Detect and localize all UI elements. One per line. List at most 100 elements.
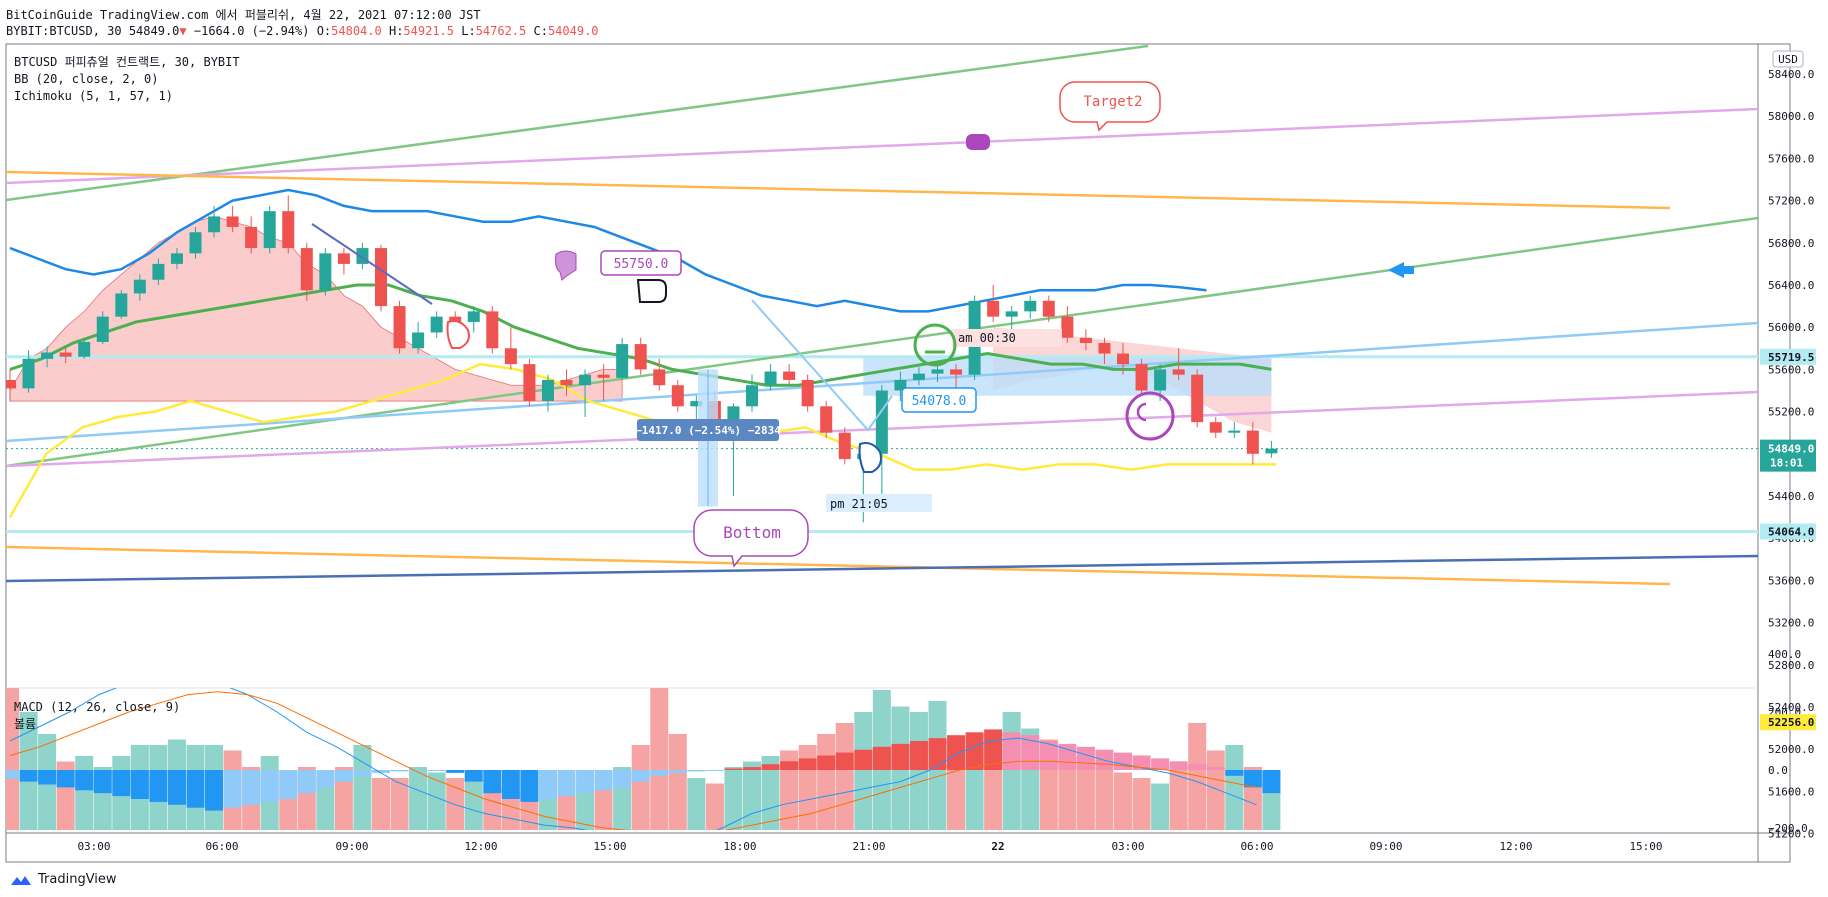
candle-body[interactable]: [449, 316, 462, 322]
candle-body[interactable]: [987, 300, 1000, 317]
candle-body[interactable]: [504, 348, 517, 365]
candle-body[interactable]: [671, 385, 684, 407]
candle-body[interactable]: [115, 293, 128, 317]
candle-body[interactable]: [931, 369, 944, 374]
candle-body[interactable]: [1209, 422, 1222, 433]
candle-body[interactable]: [226, 216, 239, 227]
candle-body[interactable]: [1265, 448, 1278, 454]
legend-volume[interactable]: 볼륨: [14, 717, 36, 731]
price-54078-box[interactable]: [901, 387, 977, 413]
candle-body[interactable]: [300, 248, 313, 291]
candle-body[interactable]: [560, 379, 573, 386]
trendline-purple-upper[interactable]: [6, 107, 1758, 185]
candle-body[interactable]: [375, 248, 387, 307]
candle-body[interactable]: [319, 253, 332, 291]
candle-body[interactable]: [170, 253, 183, 264]
candle-body[interactable]: [189, 232, 202, 254]
candle-body[interactable]: [838, 432, 851, 460]
candle-body[interactable]: [690, 401, 703, 407]
bottom-bubble[interactable]: [693, 509, 809, 568]
pointing-hand-purple-icon[interactable]: [555, 250, 577, 281]
candle-body[interactable]: [4, 379, 16, 389]
volume-bar: [947, 756, 966, 830]
candle-body[interactable]: [1005, 311, 1018, 317]
candle-body[interactable]: [22, 358, 35, 389]
measure-box[interactable]: [637, 419, 779, 441]
candle-body[interactable]: [894, 379, 907, 391]
candle-body[interactable]: [208, 216, 221, 233]
pointing-hand-red-icon[interactable]: [446, 320, 470, 349]
ichimoku-kijun-line[interactable]: [8, 362, 1277, 518]
sleepy-face-icon[interactable]: [1125, 391, 1175, 441]
tradingview-logo[interactable]: TradingView: [8, 872, 117, 887]
candle-body[interactable]: [616, 344, 629, 378]
pointing-hand-black-icon[interactable]: [636, 279, 667, 303]
candle-body[interactable]: [1154, 369, 1167, 391]
candle-body[interactable]: [523, 364, 536, 402]
candle-body[interactable]: [1228, 430, 1241, 433]
candle-body[interactable]: [820, 406, 833, 433]
currency-badge[interactable]: [1772, 50, 1804, 68]
target2-bubble[interactable]: [1059, 81, 1161, 132]
candle-body[interactable]: [486, 311, 499, 349]
neutral-face-icon[interactable]: [913, 323, 957, 367]
candle-body[interactable]: [282, 211, 295, 249]
candle-body[interactable]: [1172, 369, 1185, 375]
candle-body[interactable]: [96, 316, 109, 342]
candle-body[interactable]: [412, 332, 425, 349]
candle-body[interactable]: [579, 374, 592, 386]
candle-body[interactable]: [430, 316, 443, 333]
candle-body[interactable]: [133, 279, 146, 294]
arrow-down-left[interactable]: [311, 223, 433, 305]
volume-bar: [724, 767, 743, 830]
candle-body[interactable]: [245, 226, 258, 249]
candle-body[interactable]: [801, 379, 814, 407]
candle-body[interactable]: [467, 311, 480, 322]
candle-body[interactable]: [1117, 353, 1129, 365]
bb-upper-band[interactable]: [9, 188, 1207, 313]
candle-body[interactable]: [746, 385, 758, 407]
candle-body[interactable]: [1079, 337, 1092, 344]
candle-body[interactable]: [541, 379, 554, 402]
macd-hist-bar: [19, 770, 38, 782]
candle-body[interactable]: [597, 374, 610, 378]
symbol-label[interactable]: BYBIT:BTCUSD, 30: [6, 24, 122, 38]
candle-body[interactable]: [950, 369, 963, 375]
volume-bar: [1058, 756, 1077, 830]
candle-body[interactable]: [783, 371, 796, 380]
candle-body[interactable]: [337, 253, 350, 264]
candle-body[interactable]: [1061, 316, 1074, 338]
candle-body[interactable]: [41, 352, 54, 359]
cat-icon[interactable]: [966, 134, 990, 150]
candle-body[interactable]: [1135, 364, 1148, 391]
zigzag-blue[interactable]: [751, 299, 893, 432]
legend-bb[interactable]: BB (20, close, 2, 0): [14, 72, 159, 86]
trendline-navy[interactable]: [6, 554, 1758, 583]
candle-body[interactable]: [912, 373, 925, 380]
candle-body[interactable]: [634, 344, 647, 370]
candle-body[interactable]: [59, 352, 72, 357]
candle-body[interactable]: [764, 371, 777, 386]
candle-body[interactable]: [152, 263, 165, 280]
candle-body[interactable]: [1024, 300, 1037, 312]
legend-ichimoku[interactable]: Ichimoku (5, 1, 57, 1): [14, 89, 173, 103]
candle-body[interactable]: [263, 211, 276, 249]
pointing-hand-blue-icon[interactable]: [858, 442, 882, 473]
candle-body[interactable]: [727, 406, 740, 423]
candle-body[interactable]: [78, 341, 91, 357]
candle-body[interactable]: [1191, 374, 1204, 423]
trendline-green-mid[interactable]: [6, 216, 1758, 468]
trendline-blue-light[interactable]: [6, 321, 1758, 443]
trendline-orange-upper[interactable]: [6, 170, 1671, 210]
candle-body[interactable]: [1098, 343, 1111, 354]
candle-body[interactable]: [393, 306, 406, 349]
trendline-orange-lower[interactable]: [6, 545, 1671, 586]
candle-body[interactable]: [1246, 430, 1259, 454]
candle-body[interactable]: [875, 390, 888, 454]
price-55750-box[interactable]: [600, 250, 682, 276]
arrow-left-icon[interactable]: [1388, 262, 1414, 278]
candle-body[interactable]: [1042, 300, 1055, 317]
legend-macd[interactable]: MACD (12, 26, close, 9): [14, 700, 180, 714]
candle-body[interactable]: [653, 369, 666, 386]
